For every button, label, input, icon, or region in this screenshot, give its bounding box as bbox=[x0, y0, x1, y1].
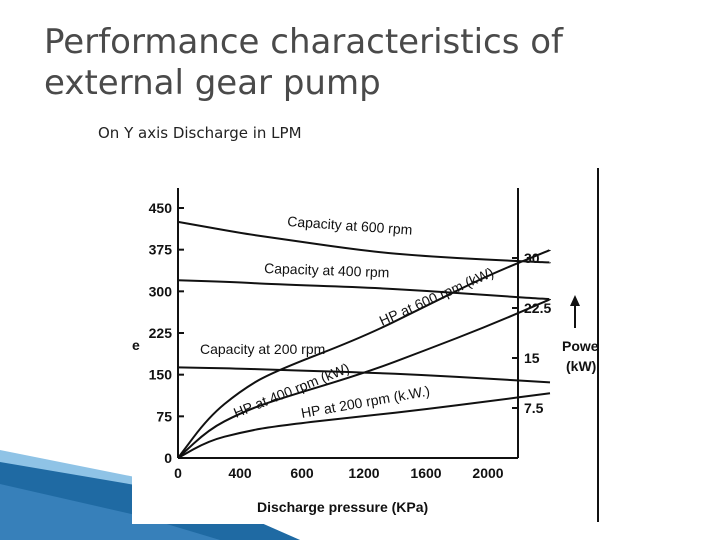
curve-capacity-200rpm bbox=[177, 366, 551, 384]
y-left-tick-label: 150 bbox=[149, 367, 173, 383]
chart-background bbox=[132, 166, 604, 524]
x-axis-label: Discharge pressure (KPa) bbox=[257, 499, 428, 515]
y-right-axis-label-line-2: (kW) bbox=[566, 358, 596, 374]
y-right-tick-label: 15 bbox=[524, 350, 540, 366]
slide-subtitle: On Y axis Discharge in LPM bbox=[98, 124, 302, 142]
y-left-tick-label: 375 bbox=[149, 242, 173, 258]
x-tick-label: 600 bbox=[290, 465, 314, 481]
y-right-axis-label-line-1: Powe bbox=[562, 338, 599, 354]
x-tick-label: 1200 bbox=[348, 465, 379, 481]
y-left-tick-label: 450 bbox=[149, 200, 173, 216]
label-capacity-200rpm: Capacity at 200 rpm bbox=[200, 341, 325, 357]
slide-title-line-1: Performance characteristics of bbox=[44, 22, 563, 62]
label-capacity-400rpm: Capacity at 400 rpm bbox=[264, 260, 390, 280]
y-left-tick-label: 225 bbox=[149, 325, 173, 341]
curves bbox=[177, 220, 551, 459]
curve-hp-600rpm bbox=[177, 249, 551, 459]
x-tick-label: 1600 bbox=[410, 465, 441, 481]
y-right-tick-label: 7.5 bbox=[524, 400, 544, 416]
y-left-tick-label: 75 bbox=[156, 408, 172, 424]
curve-capacity-400rpm bbox=[177, 279, 551, 301]
curve-hp-400rpm bbox=[177, 298, 551, 459]
x-tick-label: 400 bbox=[228, 465, 252, 481]
curve-hp-200rpm bbox=[177, 392, 551, 459]
x-tick-label: 0 bbox=[174, 465, 182, 481]
x-ticks: 0 400 600 1200 1600 2000 bbox=[174, 465, 504, 481]
y-left-axis-label: e bbox=[132, 337, 140, 353]
y-right-tick-label: 22.5 bbox=[524, 300, 551, 316]
x-tick-label: 2000 bbox=[472, 465, 503, 481]
y-left-tick-label: 300 bbox=[149, 283, 173, 299]
y-left-tick-label: 0 bbox=[164, 450, 172, 466]
decoration-band-shade bbox=[0, 484, 220, 540]
power-axis-arrow bbox=[570, 295, 580, 328]
slide-title: Performance characteristics of external g… bbox=[44, 22, 684, 104]
y-left-ticks: 0 75 150 225 300 375 450 bbox=[149, 200, 184, 466]
slide-title-line-2: external gear pump bbox=[44, 63, 381, 103]
curve-capacity-600rpm bbox=[177, 220, 551, 264]
